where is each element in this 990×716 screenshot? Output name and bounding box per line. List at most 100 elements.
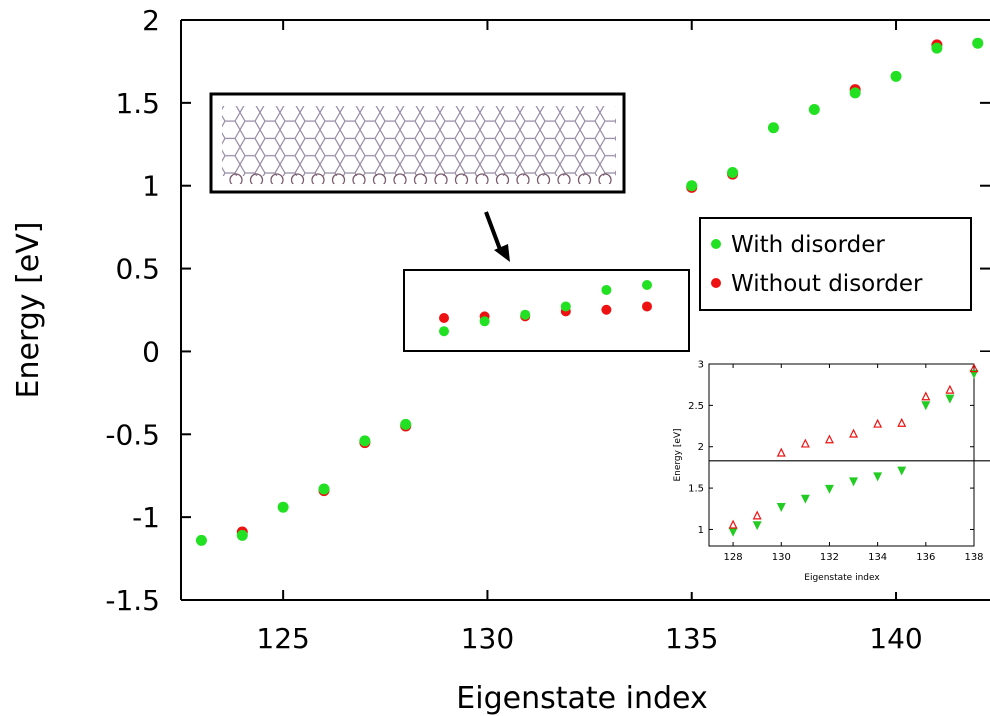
inset-frame — [708, 363, 975, 547]
inset-point-triangle-up — [776, 447, 786, 457]
inset-point-triangle-up — [945, 384, 955, 394]
point-with-disorder — [727, 166, 739, 178]
highlight-point-with-disorder — [439, 326, 449, 337]
inset-point-triangle-down — [945, 394, 955, 404]
highlight-point-without-disorder — [601, 304, 612, 315]
legend: With disorder Without disorder — [699, 217, 972, 311]
lattice-edge-atom — [229, 173, 243, 184]
lattice-edge-atom — [577, 173, 592, 184]
point-with-disorder — [236, 529, 248, 541]
legend-label-with-disorder: With disorder — [731, 232, 885, 258]
inset-y-tick-label: 3 — [698, 360, 704, 371]
point-with-disorder — [277, 501, 289, 513]
point-with-disorder — [318, 483, 330, 495]
legend-label-without-disorder: Without disorder — [731, 271, 923, 297]
y-tick-label: -1.5 — [105, 584, 160, 617]
legend-box — [699, 217, 972, 311]
lattice-edge-atom — [557, 173, 571, 184]
lattice-edge-atom — [372, 173, 387, 184]
inset-point-triangle-down — [921, 401, 931, 411]
point-with-disorder — [359, 435, 371, 447]
legend-marker-without-disorder — [711, 278, 721, 288]
inset-y-tick-label: 1.5 — [688, 484, 704, 495]
point-with-disorder — [972, 37, 984, 49]
highlight-point-with-disorder — [601, 284, 612, 295]
inset-point-triangle-up — [849, 428, 859, 438]
highlight-point-without-disorder — [439, 313, 449, 323]
lattice-edge-atom — [536, 173, 551, 184]
lattice-edge-atom — [434, 173, 448, 184]
lattice-edge-atom — [454, 173, 469, 184]
main-data-points — [195, 37, 984, 546]
inset-point-triangle-up — [921, 391, 931, 401]
lattice-structure-image — [209, 92, 626, 194]
inset-tick-labels: 1 1.5 2 2.5 3 128 130 132 134 136 138 — [688, 360, 983, 564]
y-axis-title: Energy [eV] — [11, 222, 46, 399]
point-with-disorder — [400, 418, 412, 430]
lattice-edge-atom — [311, 173, 325, 184]
inset-x-tick-label: 136 — [916, 552, 935, 563]
y-tick-label: 0.5 — [115, 253, 160, 286]
zoom-arrow-head — [494, 244, 510, 262]
inset-point-triangle-up — [897, 417, 907, 427]
x-tick-label: 130 — [461, 622, 514, 655]
lattice-edge-atom — [331, 173, 346, 184]
lattice-edge-atom — [516, 173, 530, 184]
mid-gap-highlight-box — [403, 269, 690, 352]
inset-point-triangle-up — [800, 438, 810, 448]
x-tick-label: 125 — [256, 622, 309, 655]
point-with-disorder — [195, 534, 207, 546]
x-axis-title: Eigenstate index — [456, 681, 707, 716]
zoom-arrow — [484, 211, 503, 253]
inset-point-triangle-down — [824, 484, 834, 494]
inset-x-tick-label: 134 — [868, 552, 887, 563]
lattice-edge-atom — [270, 173, 284, 184]
inset-x-tick-label: 128 — [724, 552, 743, 563]
point-with-disorder — [686, 180, 698, 192]
inset-point-triangle-up — [824, 434, 834, 444]
y-tick-label: -1 — [132, 501, 160, 534]
lattice-edge-atom — [393, 173, 407, 184]
lattice-edge-atom — [249, 173, 264, 184]
y-tick-label: 0 — [142, 335, 160, 368]
inset-point-triangle-down — [897, 466, 907, 476]
inset-point-triangle-up — [752, 510, 762, 520]
inset-x-tick-label: 130 — [772, 552, 791, 563]
highlight-point-with-disorder — [479, 316, 490, 327]
point-with-disorder — [890, 70, 902, 82]
y-tick-label: 1.5 — [115, 87, 160, 120]
inset-x-tick-label: 138 — [964, 552, 983, 563]
inset-y-tick-label: 2 — [698, 442, 704, 453]
point-with-disorder — [808, 103, 820, 115]
highlight-point-with-disorder — [642, 280, 652, 290]
legend-marker-with-disorder — [711, 239, 721, 249]
main-plot: -1.5 -1 -0.5 0 0.5 1 1.5 2 125 130 135 140 Energy [… — [11, 4, 990, 716]
inset-x-axis-title: Eigenstate index — [804, 573, 880, 583]
lattice-edge-atom — [495, 173, 510, 184]
lattice-edge-atom — [413, 173, 428, 184]
highlight-point-with-disorder — [520, 309, 531, 320]
point-with-disorder — [931, 42, 943, 54]
point-with-disorder — [767, 122, 779, 134]
main-ticks — [181, 19, 990, 601]
x-tick-label: 140 — [869, 622, 922, 655]
main-tick-labels: -1.5 -1 -0.5 0 0.5 1 1.5 2 125 130 135 140 — [105, 4, 922, 655]
inset-point-triangle-down — [849, 477, 859, 487]
lattice-edge-atom — [475, 173, 489, 184]
inset-point-triangle-up — [969, 363, 979, 373]
highlight-point-with-disorder — [560, 301, 571, 312]
point-with-disorder — [849, 87, 861, 99]
inset-y-axis-title: Energy [eV] — [673, 428, 683, 481]
lattice-edge-atom — [352, 173, 366, 184]
inset-point-triangle-down — [800, 494, 810, 504]
inset-data-points — [728, 363, 979, 537]
inset-x-tick-label: 132 — [820, 552, 839, 563]
inset-point-triangle-down — [873, 472, 883, 482]
x-tick-label: 135 — [665, 622, 718, 655]
lattice-edge-atom — [290, 173, 305, 184]
inset-background — [660, 352, 990, 592]
inset-y-tick-label: 2.5 — [688, 401, 704, 412]
inset-point-triangle-up — [728, 519, 738, 529]
